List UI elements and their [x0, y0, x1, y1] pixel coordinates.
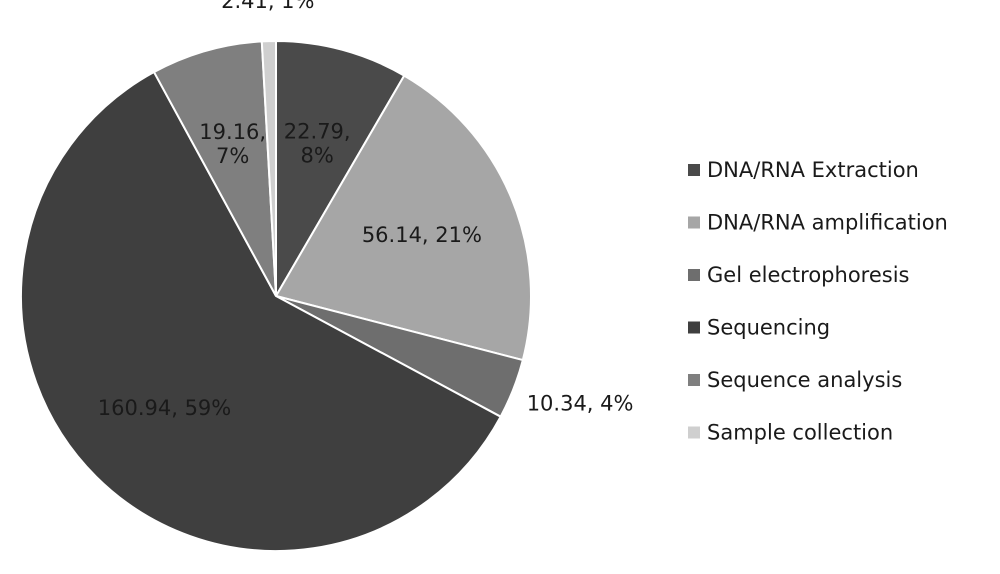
legend-label-gel-electrophoresis: Gel electrophoresis	[707, 263, 909, 287]
data-label-dna-rna-amplification: 56.14, 21%	[362, 223, 482, 247]
pie-slice-dna-rna-extraction	[275, 39, 406, 300]
legend-label-sequencing: Sequencing	[707, 316, 830, 340]
pie-slice-dna-rna-amplification	[274, 74, 532, 362]
legend-label-sequence-analysis: Sequence analysis	[707, 368, 902, 392]
pie-slice-sequence-analysis	[152, 40, 277, 297]
data-label-dna-rna-extraction: 22.79, 8%	[284, 119, 351, 167]
data-label-sequencing: 160.94, 59%	[98, 396, 232, 420]
pie-slice-sequencing	[20, 70, 502, 552]
legend-label-sample-collection: Sample collection	[707, 421, 893, 445]
legend-label-dna-rna-extraction: DNA/RNA Extraction	[707, 158, 919, 182]
legend-label-dna-rna-amplification: DNA/RNA amplification	[707, 211, 948, 235]
data-label-gel-electrophoresis: 10.34, 4%	[527, 392, 634, 416]
pie-data-labels: 22.79, 8% 56.14, 21% 10.34, 4% 160.94, 59% 19…	[98, 0, 634, 420]
legend-swatch-dna-rna-extraction	[688, 164, 700, 176]
legend-swatch-sequencing	[688, 321, 700, 334]
data-label-sample-collection: 2.41, 1%	[221, 0, 314, 13]
pie-slice-sample-collection	[260, 39, 277, 297]
legend: DNA/RNA Extraction DNA/RNA amplification G…	[688, 158, 948, 445]
pie-slices	[20, 39, 532, 552]
legend-swatch-gel-electrophoresis	[688, 269, 700, 281]
legend-swatch-sample-collection	[688, 426, 700, 439]
data-label-sequence-analysis: 19.16, 7%	[199, 120, 266, 168]
legend-swatch-sequence-analysis	[688, 374, 700, 386]
legend-swatch-dna-rna-amplification	[688, 216, 700, 229]
